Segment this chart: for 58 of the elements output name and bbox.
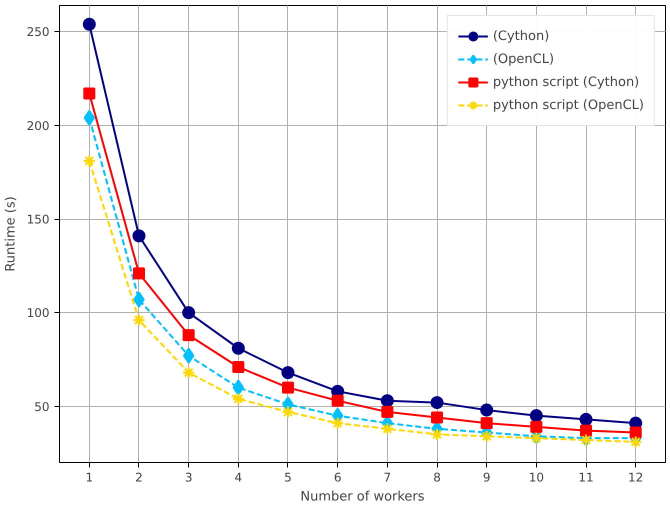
- x-tick-label: 4: [234, 470, 242, 484]
- legend-label: python script (Cython): [492, 74, 640, 90]
- x-axis-title: Number of workers: [300, 490, 425, 504]
- point: [381, 406, 394, 418]
- point: [580, 434, 593, 447]
- point: [133, 292, 145, 308]
- point: [530, 409, 543, 422]
- point: [431, 412, 444, 424]
- point: [430, 396, 444, 410]
- point: [331, 416, 344, 430]
- x-tick-label: 10: [528, 470, 544, 484]
- point: [480, 430, 494, 443]
- point: [83, 88, 96, 100]
- point: [232, 360, 244, 373]
- point: [281, 366, 294, 380]
- point: [281, 405, 294, 418]
- point: [580, 424, 592, 437]
- x-tick-label: 1: [85, 470, 94, 484]
- legend-label: python script (OpenCL): [492, 98, 644, 112]
- point: [380, 394, 394, 408]
- y-tick-label: 100: [26, 306, 50, 320]
- y-tick-label: 50: [34, 400, 50, 414]
- point: [629, 435, 642, 448]
- y-axis-title: Runtime (s): [4, 196, 19, 272]
- x-tick-label: 12: [628, 470, 644, 484]
- point: [182, 306, 196, 320]
- point: [332, 394, 344, 407]
- point: [182, 366, 196, 380]
- x-tick-label: 8: [433, 470, 441, 484]
- point: [380, 422, 394, 436]
- point: [480, 404, 494, 417]
- point: [282, 382, 294, 394]
- point: [132, 267, 145, 280]
- point: [480, 417, 493, 430]
- y-tick-label: 200: [26, 118, 50, 133]
- point: [232, 392, 245, 406]
- point: [182, 329, 195, 342]
- x-tick-label: 9: [482, 470, 491, 484]
- point: [82, 154, 96, 168]
- point: [132, 229, 146, 242]
- x-tick-label: 11: [578, 470, 594, 484]
- y-tick-label: 150: [26, 212, 50, 227]
- point: [430, 428, 444, 441]
- point: [530, 420, 542, 433]
- point: [82, 18, 96, 31]
- legend-label: (Cython): [492, 28, 550, 44]
- x-tick-label: 6: [334, 470, 342, 484]
- x-tick-label: 3: [184, 470, 192, 484]
- legend-label: (OpenCL): [492, 52, 554, 66]
- point: [232, 342, 245, 355]
- point: [580, 412, 593, 426]
- x-tick-label: 2: [135, 470, 143, 484]
- x-tick-label: 5: [284, 470, 292, 484]
- y-tick-label: 250: [26, 25, 50, 40]
- point: [182, 348, 194, 364]
- point: [630, 426, 642, 439]
- point: [132, 314, 146, 327]
- x-tick-label: 7: [384, 470, 392, 484]
